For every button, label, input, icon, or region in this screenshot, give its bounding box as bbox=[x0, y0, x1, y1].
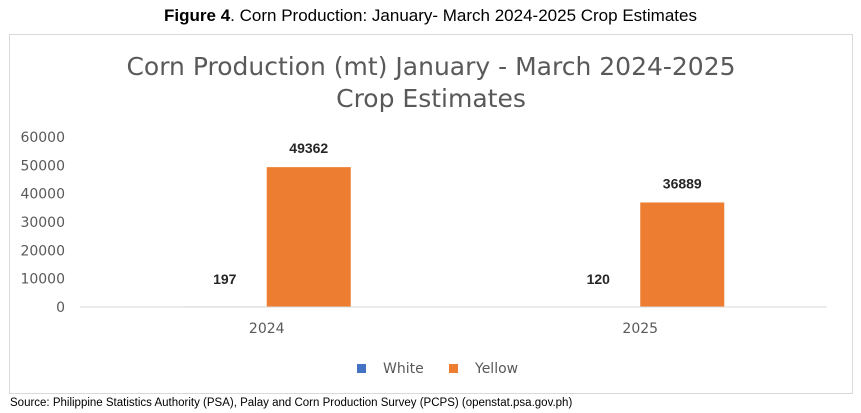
x-axis: 2024 2025 bbox=[80, 306, 827, 337]
y-tick-label: 0 bbox=[56, 300, 65, 316]
chart-title-line-1: Corn Production (mt) January - March 202… bbox=[126, 52, 735, 81]
legend: White Yellow bbox=[357, 361, 518, 377]
y-tick-label: 50000 bbox=[20, 158, 65, 174]
bar-yellow-2025 bbox=[640, 202, 725, 307]
y-tick-label: 60000 bbox=[20, 130, 65, 146]
bar-chart: Corn Production (mt) January - March 202… bbox=[20, 52, 827, 377]
bars: 197 49362 120 36889 bbox=[182, 140, 725, 307]
chart-title-line-2: Crop Estimates bbox=[336, 84, 526, 113]
data-label-white-2024: 197 bbox=[213, 271, 237, 287]
legend-swatch-white bbox=[357, 364, 366, 373]
bar-yellow-2024 bbox=[266, 167, 351, 307]
figure-label: Figure 4 bbox=[164, 6, 231, 25]
x-tick-label-2025: 2025 bbox=[622, 321, 658, 337]
y-tick-label: 10000 bbox=[20, 272, 65, 288]
y-tick-label: 40000 bbox=[20, 187, 65, 203]
x-tick-label-2024: 2024 bbox=[249, 321, 285, 337]
data-label-yellow-2025: 36889 bbox=[663, 175, 702, 191]
legend-label-yellow: Yellow bbox=[474, 361, 518, 377]
figure-caption: Figure 4. Corn Production: January- Marc… bbox=[0, 6, 861, 26]
data-label-white-2025: 120 bbox=[587, 271, 611, 287]
data-label-yellow-2024: 49362 bbox=[289, 140, 328, 156]
legend-label-white: White bbox=[383, 361, 424, 377]
chart-title: Corn Production (mt) January - March 202… bbox=[126, 52, 735, 113]
y-axis: 0 10000 20000 30000 40000 50000 60000 bbox=[20, 130, 65, 316]
y-tick-label: 20000 bbox=[20, 243, 65, 259]
legend-swatch-yellow bbox=[449, 364, 458, 373]
figure-caption-text: . Corn Production: January- March 2024-2… bbox=[230, 6, 697, 25]
source-note: Source: Philippine Statistics Authority … bbox=[10, 397, 573, 409]
y-tick-label: 30000 bbox=[20, 215, 65, 231]
